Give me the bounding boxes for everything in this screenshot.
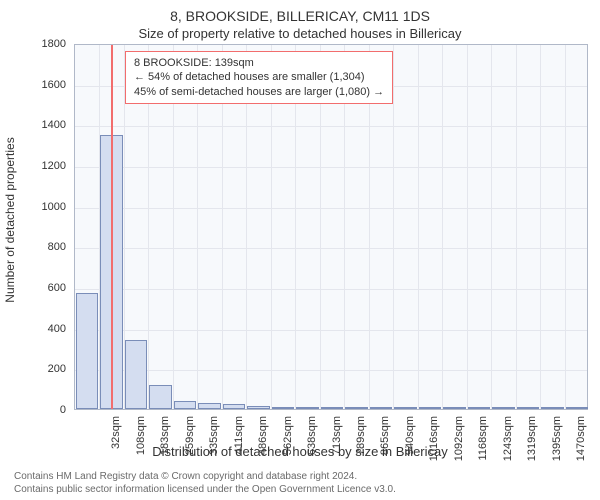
plot-background: 8 BROOKSIDE: 139sqm← 54% of detached hou… (74, 44, 588, 410)
histogram-bar (223, 404, 245, 409)
histogram-bar (517, 407, 539, 409)
histogram-bar (468, 407, 490, 409)
title-subtitle: Size of property relative to detached ho… (10, 26, 590, 41)
gridline-h (75, 330, 587, 331)
histogram-bar (149, 385, 171, 409)
gridline-h (75, 126, 587, 127)
plot-area: 8 BROOKSIDE: 139sqm← 54% of detached hou… (74, 44, 588, 410)
histogram-bar (125, 340, 147, 409)
gridline-v (442, 45, 443, 409)
gridline-v (565, 45, 566, 409)
histogram-bar (76, 293, 98, 409)
gridline-v (491, 45, 492, 409)
histogram-bar (296, 407, 318, 409)
y-tick-label: 600 (48, 282, 66, 294)
gridline-h (75, 289, 587, 290)
gridline-h (75, 248, 587, 249)
gridline-v (516, 45, 517, 409)
gridline-v (393, 45, 394, 409)
histogram-bar (394, 407, 416, 409)
y-tick-label: 1600 (42, 79, 66, 91)
histogram-bar (566, 407, 588, 409)
annotation-line: ← 54% of detached houses are smaller (1,… (134, 70, 384, 84)
footer-line-2: Contains public sector information licen… (14, 483, 396, 496)
histogram-bar (419, 407, 441, 409)
title-address: 8, BROOKSIDE, BILLERICAY, CM11 1DS (10, 8, 590, 24)
x-ticks: 32sqm108sqm183sqm259sqm335sqm411sqm486sq… (74, 410, 588, 470)
gridline-h (75, 208, 587, 209)
y-tick-label: 1800 (42, 38, 66, 50)
x-axis-label: Distribution of detached houses by size … (0, 444, 600, 459)
annotation-line: 8 BROOKSIDE: 139sqm (134, 56, 384, 70)
y-tick-label: 1200 (42, 160, 66, 172)
gridline-h (75, 167, 587, 168)
gridline-v (418, 45, 419, 409)
y-tick-label: 0 (60, 404, 66, 416)
y-tick-label: 1000 (42, 201, 66, 213)
histogram-bar (370, 407, 392, 409)
histogram-bar (198, 403, 220, 409)
y-tick-label: 200 (48, 363, 66, 375)
histogram-bar (541, 407, 563, 409)
gridline-v (540, 45, 541, 409)
footer-line-1: Contains HM Land Registry data © Crown c… (14, 470, 396, 483)
histogram-bar (247, 406, 269, 409)
histogram-bar (443, 407, 465, 409)
y-tick-label: 800 (48, 241, 66, 253)
y-tick-label: 1400 (42, 119, 66, 131)
y-tick-label: 400 (48, 323, 66, 335)
annotation-box: 8 BROOKSIDE: 139sqm← 54% of detached hou… (125, 51, 393, 104)
histogram-bar (272, 407, 294, 409)
histogram-bar (345, 407, 367, 409)
gridline-h (75, 370, 587, 371)
y-ticks: 020040060080010001200140016001800 (0, 44, 70, 410)
chart-container: 8, BROOKSIDE, BILLERICAY, CM11 1DS Size … (0, 0, 600, 500)
annotation-line: 45% of semi-detached houses are larger (… (134, 85, 384, 99)
histogram-bar (174, 401, 196, 409)
property-marker-line (111, 45, 113, 409)
histogram-bar (492, 407, 514, 409)
attribution-footer: Contains HM Land Registry data © Crown c… (14, 470, 396, 496)
gridline-v (467, 45, 468, 409)
histogram-bar (321, 407, 343, 409)
